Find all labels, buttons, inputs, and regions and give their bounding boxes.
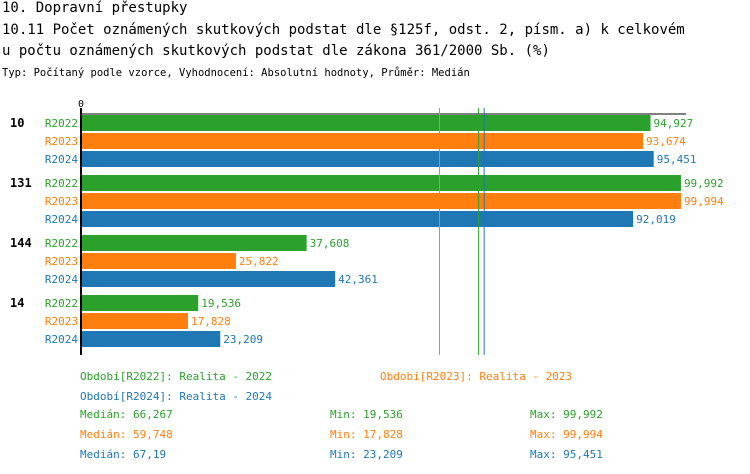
bar-R2023 xyxy=(82,313,188,329)
series-label: R2022 xyxy=(45,297,78,310)
data-label: 42,361 xyxy=(338,273,378,286)
bar-R2022 xyxy=(82,295,199,311)
series-label: R2024 xyxy=(45,273,78,286)
data-label: 92,019 xyxy=(636,213,676,226)
series-label: R2023 xyxy=(45,255,78,268)
series-label: R2022 xyxy=(45,117,78,130)
legend-item-R2022: Období[R2022]: Realita - 2022 xyxy=(80,370,272,383)
section-title: 10. Dopravní přestupky xyxy=(2,0,188,16)
bar-R2024 xyxy=(82,271,336,287)
data-label: 23,209 xyxy=(223,333,263,346)
bar-R2024 xyxy=(82,211,634,227)
data-label: 94,927 xyxy=(654,117,694,130)
data-label: 95,451 xyxy=(657,153,697,166)
legend-item-R2023: Období[R2023]: Realita - 2023 xyxy=(380,370,572,383)
min-stat: Min: 23,209 xyxy=(330,448,403,461)
series-label: R2024 xyxy=(45,213,78,226)
bar-R2024 xyxy=(82,331,221,347)
max-stat: Max: 95,451 xyxy=(530,448,603,461)
chart-title-line1: 10.11 Počet oznámených skutkových podsta… xyxy=(2,22,685,38)
min-stat: Min: 19,536 xyxy=(330,408,403,421)
median-stat: Medián: 66,267 xyxy=(80,408,173,421)
chart-subtitle: Typ: Počítaný podle vzorce, Vyhodnocení:… xyxy=(2,67,470,79)
median-stat: Medián: 59,748 xyxy=(80,428,173,441)
legend-item-R2024: Období[R2024]: Realita - 2024 xyxy=(80,390,272,403)
data-label: 99,992 xyxy=(684,177,724,190)
data-label: 93,674 xyxy=(646,135,686,148)
x-tick-label: 0 xyxy=(78,99,84,110)
data-label: 99,994 xyxy=(684,195,724,208)
min-stat: Min: 17,828 xyxy=(330,428,403,441)
bar-R2023 xyxy=(82,193,681,209)
bar-R2024 xyxy=(82,151,654,167)
bar-R2022 xyxy=(82,235,307,251)
series-label: R2022 xyxy=(45,177,78,190)
series-label: R2024 xyxy=(45,153,78,166)
bar-R2023 xyxy=(82,253,236,269)
max-stat: Max: 99,994 xyxy=(530,428,603,441)
median-stat: Medián: 67,19 xyxy=(80,448,166,461)
data-label: 25,822 xyxy=(239,255,279,268)
bar-R2023 xyxy=(82,133,644,149)
data-label: 17,828 xyxy=(191,315,231,328)
category-label: 131 xyxy=(10,176,32,190)
series-label: R2023 xyxy=(45,135,78,148)
series-label: R2022 xyxy=(45,237,78,250)
max-stat: Max: 99,992 xyxy=(530,408,603,421)
category-label: 144 xyxy=(10,236,32,250)
category-label: 14 xyxy=(10,296,24,310)
series-label: R2023 xyxy=(45,195,78,208)
data-label: 19,536 xyxy=(201,297,241,310)
series-label: R2024 xyxy=(45,333,78,346)
chart-title-line2: u počtu oznámených skutkových podstat dl… xyxy=(2,43,550,59)
series-label: R2023 xyxy=(45,315,78,328)
bar-R2022 xyxy=(82,115,651,131)
category-label: 10 xyxy=(10,116,24,130)
data-label: 37,608 xyxy=(310,237,350,250)
bar-R2022 xyxy=(82,175,681,191)
